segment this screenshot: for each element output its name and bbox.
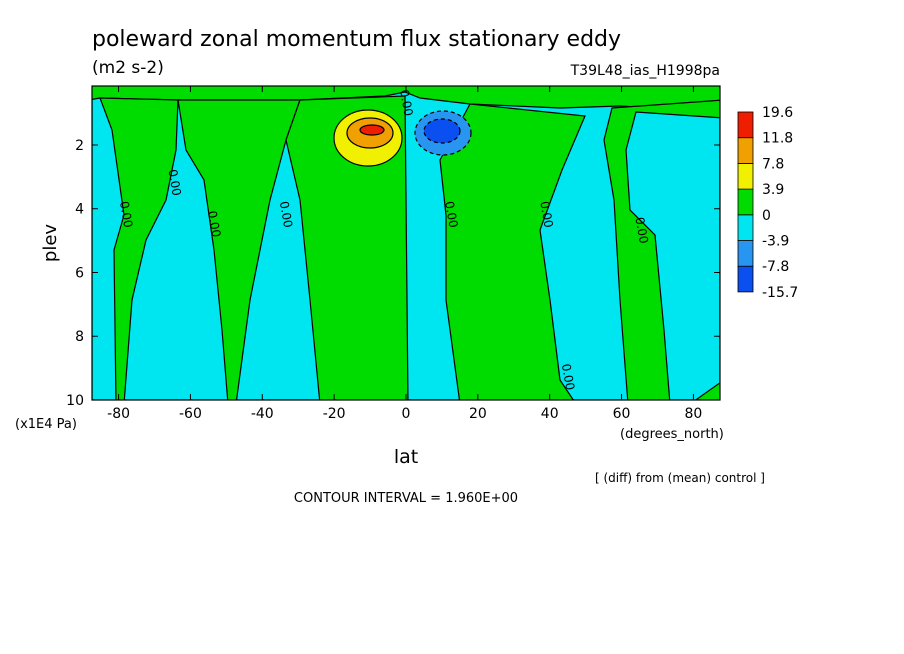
x-tick-label: -40 xyxy=(251,406,274,422)
y-tick-label: 6 xyxy=(75,265,84,281)
y-tick-label: 4 xyxy=(75,202,84,218)
colorbar-box xyxy=(737,265,754,293)
colorbar-box xyxy=(737,111,754,139)
colorbar-label: 0 xyxy=(762,208,771,224)
contour-label: 0.00 xyxy=(117,200,135,229)
colorbar-label: 11.8 xyxy=(762,131,793,147)
x-unit: (degrees_north) xyxy=(620,427,724,442)
x-axis-label: lat xyxy=(394,446,418,468)
contour-interval: CONTOUR INTERVAL = 1.960E+00 xyxy=(294,491,518,506)
colorbar-label: 19.6 xyxy=(762,105,793,121)
colorbar-label: 7.8 xyxy=(762,156,784,172)
colorbar-box xyxy=(737,137,754,164)
colorbar-box xyxy=(737,162,754,190)
y-tick-label: 2 xyxy=(75,138,84,154)
x-tick-label: 40 xyxy=(541,406,559,422)
contour-label: 0.00 xyxy=(165,168,183,197)
x-tick-label: -20 xyxy=(323,406,346,422)
run-label: T39L48_ias_H1998pa xyxy=(570,63,720,79)
x-tick-label: -60 xyxy=(179,406,202,422)
contour-label: 0.00 xyxy=(537,200,555,229)
x-tick-label: -80 xyxy=(107,406,130,422)
x-tick-label: 80 xyxy=(685,406,703,422)
region xyxy=(285,95,409,400)
x-tick-label: 60 xyxy=(613,406,631,422)
colorbar-box xyxy=(737,188,754,216)
region xyxy=(359,124,385,136)
y-unit: (x1E4 Pa) xyxy=(15,417,77,432)
colorbar-label: 3.9 xyxy=(762,182,784,198)
y-tick-label: 8 xyxy=(75,329,84,345)
region xyxy=(439,103,586,400)
contour-label: 0.00 xyxy=(205,210,223,239)
note: [ (diff) from (mean) control ] xyxy=(595,471,765,485)
region xyxy=(423,118,461,144)
colorbar-label: -3.9 xyxy=(762,234,789,250)
colorbar-box xyxy=(737,214,754,241)
contour-label: 0.00 xyxy=(277,200,295,229)
contour-label: 0.00 xyxy=(632,216,650,245)
region xyxy=(99,97,179,400)
y-tick-label: 10 xyxy=(66,393,84,409)
contour-label: 0.00 xyxy=(442,200,460,229)
chart-title: poleward zonal momentum flux stationary … xyxy=(92,27,621,52)
units: (m2 s-2) xyxy=(92,58,164,78)
y-axis-label: plev xyxy=(40,224,61,263)
x-tick-label: 20 xyxy=(469,406,487,422)
colorbar-box xyxy=(737,240,754,267)
region xyxy=(603,99,720,400)
colorbar-label: -15.7 xyxy=(762,285,798,301)
region xyxy=(694,382,720,400)
field xyxy=(92,86,720,400)
x-tick-label: 0 xyxy=(402,406,411,422)
colorbar-label: -7.8 xyxy=(762,259,789,275)
contour-label: 0.00 xyxy=(397,88,415,117)
contour-label: 0.00 xyxy=(559,363,577,392)
